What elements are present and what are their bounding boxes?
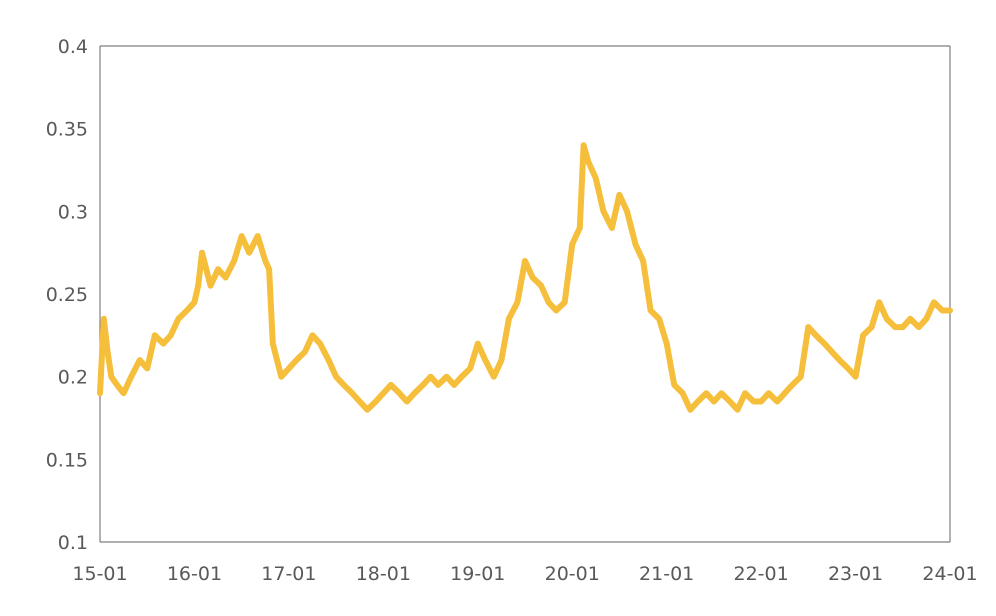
series-group (97, 142, 953, 413)
x-tick-label: 16-01 (167, 563, 222, 585)
y-tick-label: 0.2 (58, 367, 88, 389)
x-tick-label: 18-01 (356, 563, 411, 585)
y-tick-label: 0.4 (58, 36, 88, 58)
y-tick-label: 0.15 (46, 449, 88, 471)
y-tick-label: 0.35 (46, 119, 88, 141)
x-tick-label: 15-01 (72, 563, 127, 585)
y-tick-label: 0.1 (58, 532, 88, 554)
x-tick-label: 20-01 (545, 563, 600, 585)
x-tick-label: 21-01 (639, 563, 694, 585)
x-tick-label: 24-01 (922, 563, 977, 585)
y-tick-label: 0.3 (58, 201, 88, 223)
x-tick-label: 23-01 (828, 563, 883, 585)
y-tick-label: 0.25 (46, 284, 88, 306)
y-axis-ticks: 0.1 0.15 0.2 0.25 0.3 0.35 0.4 (46, 36, 88, 554)
x-tick-label: 19-01 (450, 563, 505, 585)
x-tick-label: 17-01 (261, 563, 316, 585)
x-tick-label: 22-01 (734, 563, 789, 585)
series-line (97, 142, 953, 413)
x-axis-ticks: 15-01 16-01 17-01 18-01 19-01 20-01 21-01 22-01… (72, 563, 977, 585)
